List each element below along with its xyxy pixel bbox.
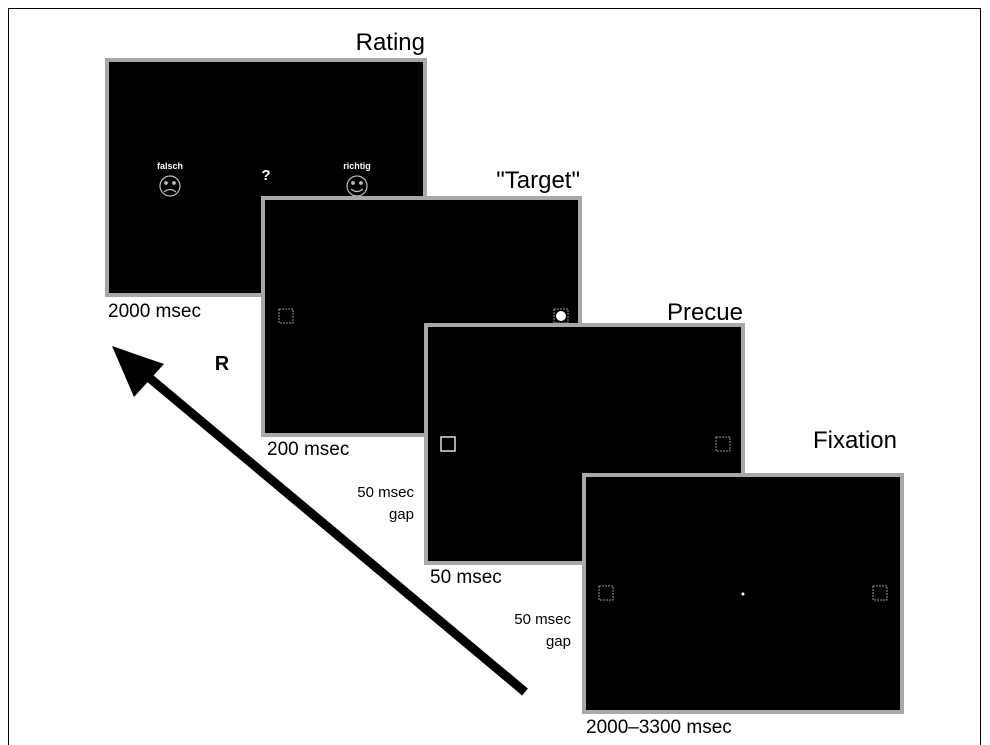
- rating-label: richtig: [343, 161, 371, 171]
- screen-title: Fixation: [813, 427, 897, 454]
- gap-label: gap: [546, 633, 571, 650]
- screen-title: Precue: [667, 299, 743, 326]
- screen-duration: 200 msec: [267, 439, 349, 460]
- target-dot: [556, 311, 566, 321]
- screen-duration: 2000–3300 msec: [586, 717, 732, 738]
- gap-label: gap: [389, 506, 414, 523]
- gap-label: 50 msec: [514, 611, 571, 628]
- placeholder-box: [278, 308, 294, 324]
- placeholder-box: [715, 436, 731, 452]
- rating-label: falsch: [157, 161, 183, 171]
- screen-title: "Target": [496, 167, 580, 194]
- screen-duration: 50 msec: [430, 567, 502, 588]
- placeholder-box: [872, 585, 888, 601]
- response-label: R: [215, 353, 230, 375]
- rating-question: ?: [261, 167, 270, 184]
- gap-label: 50 msec: [357, 484, 414, 501]
- fixation-dot: [741, 592, 745, 596]
- arrow-head: [112, 346, 164, 397]
- frame: [8, 8, 981, 745]
- screen-title: Rating: [356, 29, 425, 56]
- cued-box: [440, 436, 456, 452]
- sad-face: [159, 175, 181, 197]
- time-arrow: [137, 366, 528, 696]
- placeholder-box: [598, 585, 614, 601]
- screen-duration: 2000 msec: [108, 301, 201, 322]
